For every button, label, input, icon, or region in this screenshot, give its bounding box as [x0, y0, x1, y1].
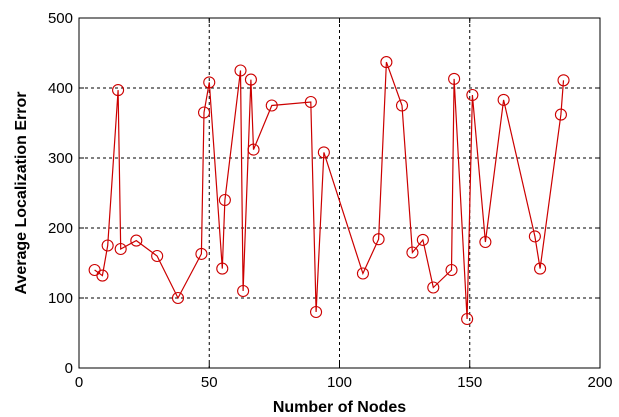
data-point	[395, 99, 409, 112]
data-point	[247, 143, 260, 156]
data-point	[234, 64, 247, 77]
data-point	[114, 242, 127, 256]
x-axis-label: Number of Nodes	[273, 399, 406, 416]
data-point	[203, 76, 216, 89]
x-tick-label: 0	[75, 374, 83, 391]
tick-labels: 0 50 100 150 200 0 100 200 300 400 500	[48, 10, 613, 391]
data-point	[130, 234, 143, 247]
data-point	[244, 73, 257, 86]
data-point	[265, 99, 278, 112]
data-point	[406, 246, 419, 259]
data-point	[317, 146, 330, 159]
data-point	[112, 84, 125, 97]
data-point	[380, 56, 393, 69]
data-point	[218, 193, 231, 207]
axis-ticks	[78, 17, 601, 369]
y-tick-label: 300	[48, 150, 73, 167]
data-point	[197, 106, 211, 119]
data-point	[479, 235, 492, 249]
data-point	[448, 72, 461, 85]
data-point	[554, 108, 567, 121]
data-point	[427, 281, 440, 294]
data-point	[216, 262, 229, 275]
data-point	[466, 88, 479, 102]
data-point	[557, 74, 570, 87]
data-point	[151, 249, 164, 263]
data-point	[101, 239, 114, 252]
data-point	[445, 263, 458, 277]
data-point	[171, 291, 185, 305]
series-group	[88, 56, 570, 326]
data-point	[195, 247, 208, 260]
y-tick-label: 500	[48, 10, 73, 27]
data-point	[304, 95, 317, 109]
x-tick-label: 200	[587, 374, 612, 391]
data-point	[528, 230, 541, 243]
data-point	[372, 233, 385, 246]
data-point	[461, 312, 474, 326]
y-axis-label: Average Localization Error	[13, 91, 30, 294]
y-tick-label: 200	[48, 220, 73, 237]
y-tick-label: 400	[48, 80, 73, 97]
data-point	[534, 262, 547, 275]
y-tick-label: 0	[65, 360, 73, 377]
data-point	[416, 233, 429, 246]
y-tick-label: 100	[48, 290, 73, 307]
x-tick-label: 100	[327, 374, 352, 391]
x-tick-label: 50	[201, 374, 218, 391]
data-point	[88, 263, 101, 277]
data-point	[310, 305, 323, 319]
data-point	[96, 269, 109, 282]
x-tick-label: 150	[457, 374, 482, 391]
data-point	[356, 267, 369, 280]
data-point	[497, 93, 510, 106]
series-line	[94, 61, 565, 320]
data-point	[237, 284, 250, 298]
